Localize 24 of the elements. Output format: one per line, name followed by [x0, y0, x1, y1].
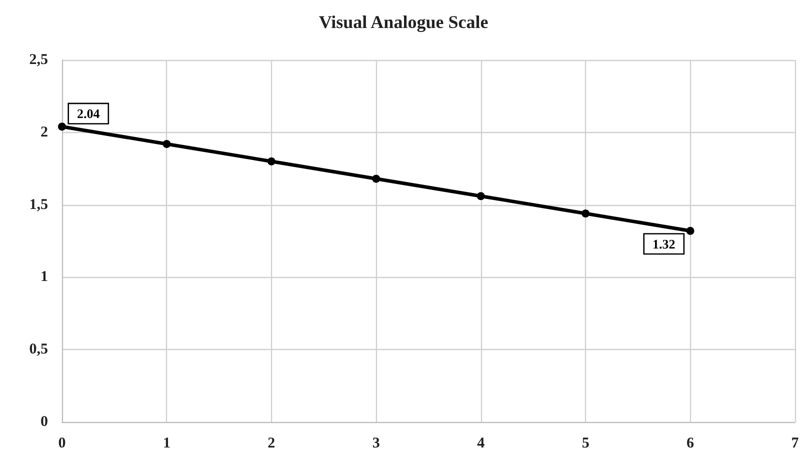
y-tick-label: 2,5 — [29, 52, 48, 68]
point — [162, 140, 171, 148]
y-tick-label: 1,5 — [29, 196, 48, 213]
x-tick-label: 3 — [372, 436, 380, 452]
x-tick-label: 1 — [162, 436, 170, 452]
x-tick-label: 6 — [686, 436, 695, 452]
point — [58, 122, 66, 131]
point — [476, 192, 485, 200]
point — [267, 157, 276, 166]
x-tick-label: 0 — [58, 436, 66, 452]
point — [372, 174, 380, 183]
y-tick-label: 1 — [40, 269, 48, 286]
y-tick-label: 0,5 — [29, 342, 48, 358]
point — [582, 209, 590, 218]
x-tick-label: 5 — [582, 436, 590, 452]
data-label: 1.32 — [652, 236, 676, 252]
chart-title: Visual Analogue Scale — [318, 12, 488, 32]
x-tick-label: 2 — [268, 436, 276, 452]
y-tick-label: 2 — [40, 124, 48, 140]
y-tick-label: 0 — [40, 414, 48, 430]
x-tick-label: 4 — [477, 436, 486, 452]
x-tick-label: 7 — [791, 436, 800, 452]
point — [686, 226, 694, 235]
data-label: 2.04 — [77, 106, 100, 122]
